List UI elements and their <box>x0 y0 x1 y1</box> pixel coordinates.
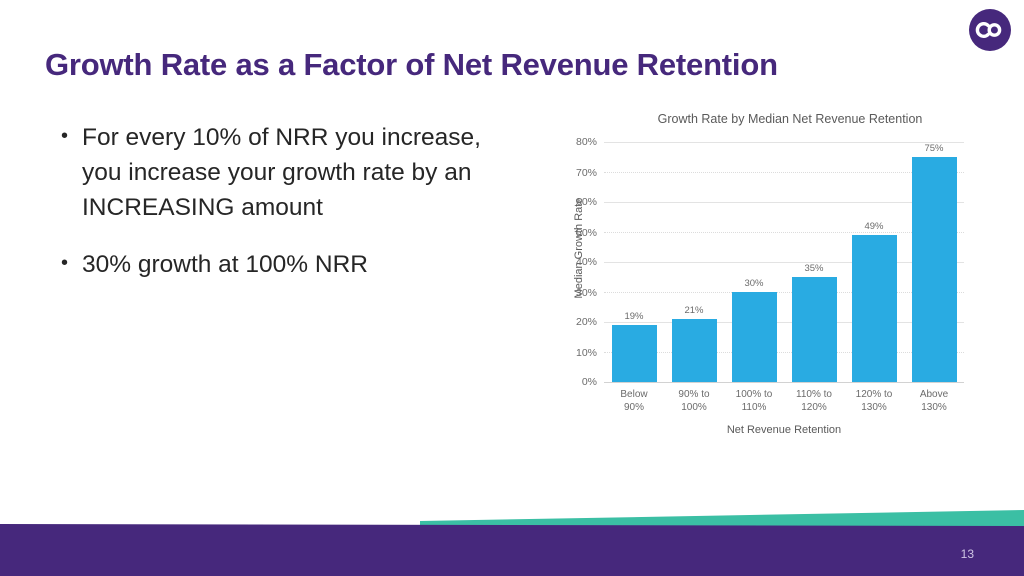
chart-x-tick-label: 120% to 130% <box>855 389 893 413</box>
chart-x-tick-labels: Below 90% 90% to 100% 100% to 110% 110% to 120%… <box>604 388 964 414</box>
page-number: 13 <box>960 547 974 561</box>
chart-y-tick-label: 80% <box>575 136 597 148</box>
chart-gridline: 40% <box>576 256 964 268</box>
chart-bar-value-label: 30% <box>744 278 764 289</box>
chart-x-tick-label: Above 130% <box>919 389 949 413</box>
list-item: For every 10% of NRR you increase, you i… <box>56 119 526 225</box>
chart-x-axis-title: Net Revenue Retention <box>726 424 842 436</box>
chart-bar-value-label: 49% <box>864 221 884 232</box>
chart-y-tick-label: 50% <box>575 227 597 239</box>
chart-bar-column: 21% <box>664 142 724 382</box>
chart-x-tick-label: 110% to 120% <box>796 389 832 413</box>
growth-rate-bar-chart: Growth Rate by Median Net Revenue Retent… <box>556 112 976 442</box>
chart-y-tick-label: 0% <box>581 376 597 388</box>
chart-bar-column: 49% <box>844 142 904 382</box>
bottom-banner: 13 <box>0 500 1024 576</box>
chart-y-tick-label: 70% <box>575 167 597 179</box>
chart-x-tick-label: Below 90% <box>620 389 648 413</box>
chart-bar-value-label: 21% <box>684 305 704 316</box>
chart-title: Growth Rate by Median Net Revenue Retent… <box>657 112 923 126</box>
chart-gridline: 0% <box>582 376 964 388</box>
chart-bar-value-label: 35% <box>804 263 824 274</box>
chart-bar <box>611 325 657 382</box>
chart-y-tick-label: 60% <box>575 196 597 208</box>
chart-bar <box>731 292 777 382</box>
banner-purple-band <box>0 524 1024 576</box>
chart-y-tick-label: 40% <box>575 256 597 268</box>
chart-bar <box>851 235 897 382</box>
chart-bar-column: 75% <box>904 142 964 382</box>
chart-bar-value-label: 75% <box>924 143 944 154</box>
chart-bar-column: 19% <box>604 142 664 382</box>
infinity-co-logo <box>968 8 1012 52</box>
chart-gridline: 60% <box>576 196 964 208</box>
chart-gridline: 50% <box>576 227 964 239</box>
chart-bar <box>671 319 717 382</box>
chart-bar-column: 35% <box>784 142 844 382</box>
chart-gridline: 80% <box>576 136 964 148</box>
chart-bar <box>911 157 957 382</box>
chart-y-tick-label: 20% <box>575 316 597 328</box>
chart-bars: 19% 21% 30% 35% 49% 75% <box>604 142 964 382</box>
chart-bar-column: 30% <box>724 142 784 382</box>
chart-x-tick-label: 100% to 110% <box>735 389 773 413</box>
bullet-list: For every 10% of NRR you increase, you i… <box>56 119 526 304</box>
chart-gridline: 30% <box>576 287 964 299</box>
chart-gridline: 70% <box>576 167 964 179</box>
chart-gridline: 20% <box>576 316 964 328</box>
chart-bar <box>791 277 837 382</box>
chart-y-tick-label: 30% <box>575 287 597 299</box>
list-item: 30% growth at 100% NRR <box>56 246 526 282</box>
chart-bar-value-label: 19% <box>624 311 644 322</box>
chart-x-tick-label: 90% to 100% <box>678 389 710 413</box>
chart-gridline: 10% <box>576 347 964 359</box>
page-title: Growth Rate as a Factor of Net Revenue R… <box>45 47 778 82</box>
chart-plot-area: 80% 70% 60% 50% 40% 30% 20% 10% 0% 19% 21% 30% 35% 4… <box>576 136 964 388</box>
chart-y-tick-label: 10% <box>575 347 597 359</box>
